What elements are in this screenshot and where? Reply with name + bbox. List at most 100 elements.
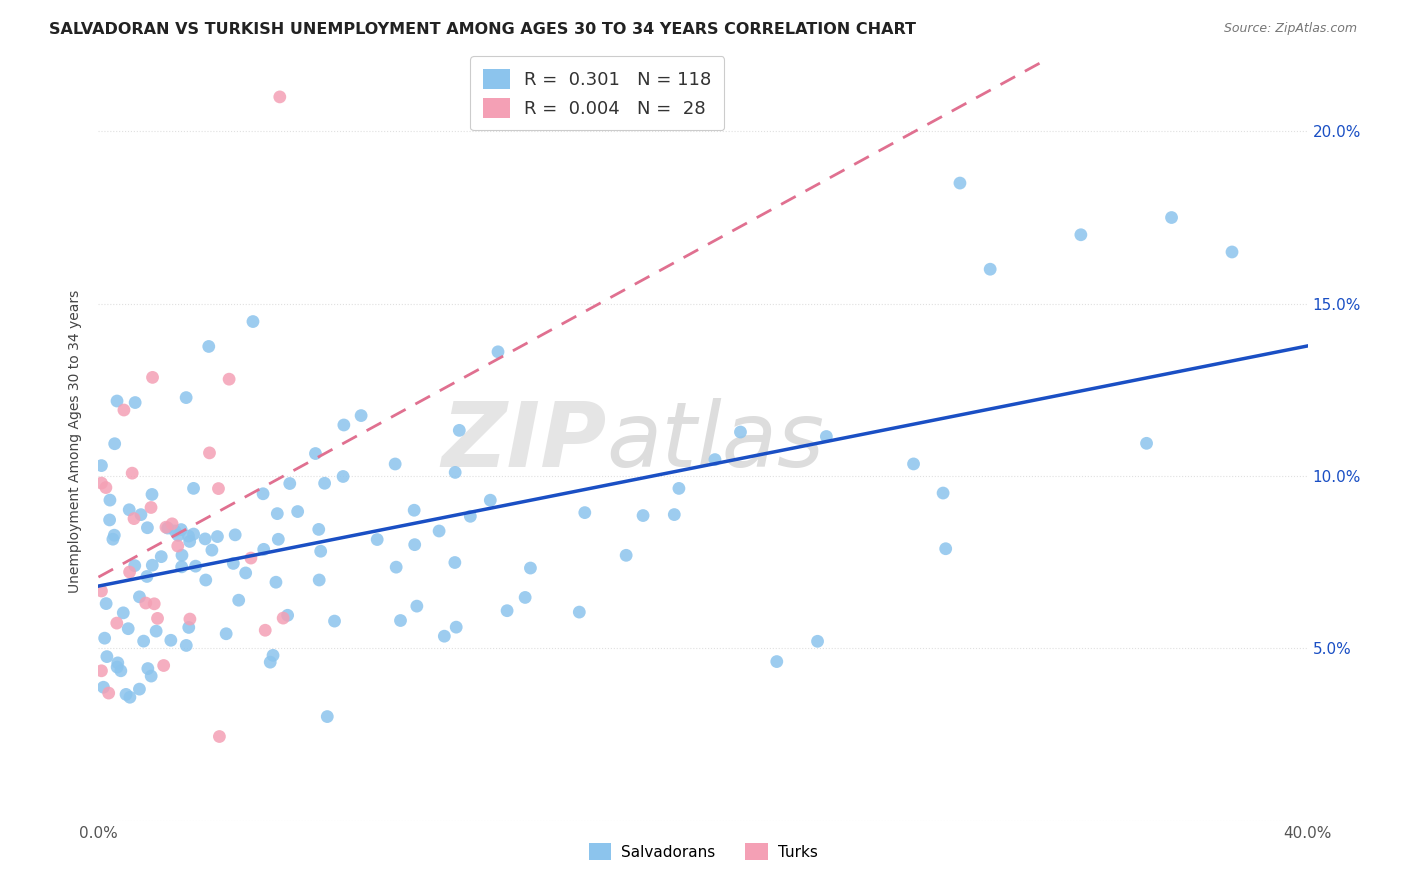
Point [118,502,141,516]
Point [228,593,250,607]
Point [404,538,426,552]
Point [486,344,509,359]
Point [146,611,169,625]
Point [167,528,190,542]
Point [460,509,482,524]
Point [160,516,183,531]
Point [215,626,238,640]
Point [277,608,299,623]
Point [128,682,150,697]
Point [141,669,163,683]
Point [224,528,246,542]
Point [704,452,727,467]
Point [309,544,332,558]
Point [129,508,152,522]
Point [96,649,118,664]
Point [269,90,291,104]
Point [105,616,128,631]
Point [404,503,426,517]
Point [183,482,205,496]
Point [1135,436,1157,450]
Point [323,614,346,628]
Point [389,614,412,628]
Point [104,436,127,450]
Point [177,620,200,634]
Point [287,504,309,518]
Point [145,624,167,639]
Point [765,655,787,669]
Point [385,560,408,574]
Point [107,656,129,670]
Point [932,486,955,500]
Point [179,534,201,549]
Legend: Salvadorans, Turks: Salvadorans, Turks [582,838,824,866]
Text: ZIP: ZIP [441,398,606,485]
Point [314,476,336,491]
Point [264,575,287,590]
Point [271,611,294,625]
Point [166,539,188,553]
Point [112,606,135,620]
Point [136,521,159,535]
Point [93,631,115,645]
Point [515,591,537,605]
Point [97,686,120,700]
Point [163,524,186,538]
Point [155,520,177,534]
Point [90,458,112,473]
Point [333,417,356,432]
Point [128,590,150,604]
Point [668,482,690,496]
Point [122,511,145,525]
Point [170,523,193,537]
Point [124,395,146,409]
Point [118,690,141,705]
Point [222,557,245,571]
Y-axis label: Unemployment Among Ages 30 to 34 years: Unemployment Among Ages 30 to 34 years [69,290,83,593]
Point [574,506,596,520]
Point [903,457,925,471]
Point [568,605,591,619]
Point [143,597,166,611]
Point [259,655,281,669]
Point [170,559,193,574]
Point [262,648,284,663]
Point [308,573,330,587]
Point [183,527,205,541]
Point [90,476,112,491]
Point [278,476,301,491]
Point [132,634,155,648]
Point [664,508,686,522]
Point [253,542,276,557]
Point [184,559,207,574]
Point [1220,244,1243,259]
Point [141,487,163,501]
Point [267,533,290,547]
Point [170,548,193,562]
Point [252,487,274,501]
Point [384,457,406,471]
Point [136,569,159,583]
Point [631,508,654,523]
Point [949,176,972,190]
Point [479,493,502,508]
Text: SALVADORAN VS TURKISH UNEMPLOYMENT AMONG AGES 30 TO 34 YEARS CORRELATION CHART: SALVADORAN VS TURKISH UNEMPLOYMENT AMONG… [49,22,917,37]
Point [105,660,128,674]
Text: atlas: atlas [606,398,824,485]
Point [103,528,125,542]
Point [179,612,201,626]
Point [139,500,162,515]
Point [121,466,143,480]
Point [308,523,330,537]
Point [316,709,339,723]
Point [174,391,197,405]
Point [730,425,752,439]
Point [433,629,456,643]
Point [118,565,141,579]
Point [160,633,183,648]
Point [98,493,121,508]
Point [194,532,217,546]
Point [235,566,257,580]
Point [979,262,1001,277]
Point [366,533,388,547]
